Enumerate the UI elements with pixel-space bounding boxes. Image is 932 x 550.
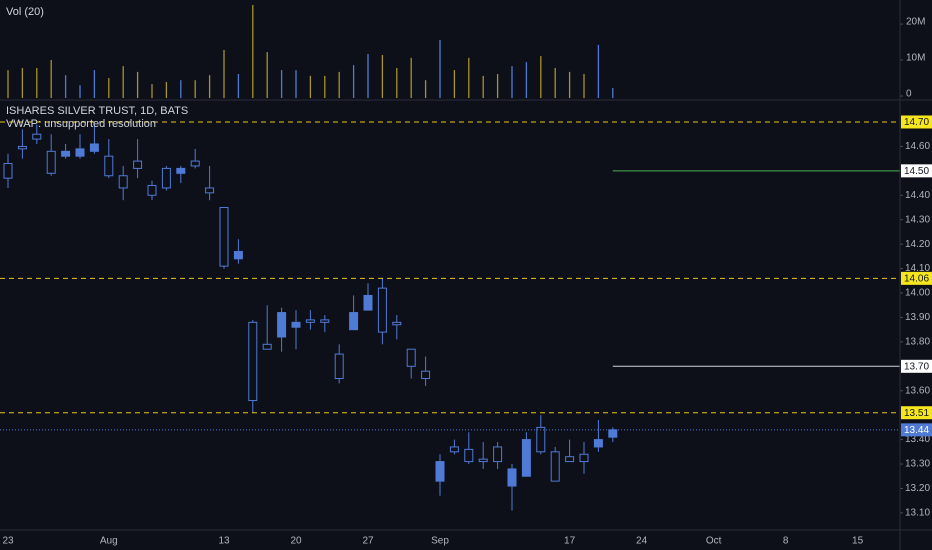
candle-body	[536, 426, 546, 453]
candle-body	[478, 458, 488, 463]
candle-body	[305, 319, 315, 323]
y-tick-label: 13.60	[905, 385, 930, 396]
candle-body	[3, 163, 13, 179]
candle-body	[593, 439, 603, 448]
candle-body	[507, 468, 517, 487]
candle-body	[464, 448, 474, 463]
level-label: 14.06	[904, 273, 929, 284]
level-label: 14.50	[904, 166, 929, 177]
candle-body	[248, 321, 258, 402]
x-tick-label: Aug	[100, 536, 118, 547]
candle-body	[565, 456, 575, 463]
x-tick-label: 17	[564, 536, 576, 547]
plot: 13.10 13.20 13.30 13.40 13.60 13.80 13.90 14.00…	[0, 5, 932, 547]
candle-body	[133, 160, 143, 169]
x-tick-label: 15	[852, 536, 864, 547]
candle-body	[320, 319, 330, 323]
candle-body	[550, 451, 560, 482]
x-tick-label: 23	[2, 536, 14, 547]
y-tick-label: 14.00	[905, 288, 930, 299]
candle-body	[291, 321, 301, 328]
level-label: 14.70	[904, 117, 929, 128]
y-tick-label: 13.90	[905, 312, 930, 323]
candle-body	[493, 446, 503, 463]
x-tick-label: 13	[218, 536, 230, 547]
candle-body	[61, 150, 71, 157]
candle-body	[449, 446, 459, 453]
y-tick-label: 13.80	[905, 337, 930, 348]
candle-body	[435, 461, 445, 482]
level-badge	[901, 164, 932, 178]
candle-body	[118, 175, 128, 189]
y-tick-label: 14.20	[905, 239, 930, 250]
candle-body	[521, 439, 531, 477]
candle-body	[233, 250, 243, 260]
candle-body	[17, 145, 27, 150]
y-tick-label: 13.10	[905, 508, 930, 519]
candle-body	[579, 453, 589, 463]
candle-body	[262, 343, 272, 350]
level-label: 13.44	[904, 425, 929, 436]
candle-body	[190, 160, 200, 167]
candle-body	[392, 321, 402, 326]
level-label: 13.70	[904, 361, 929, 372]
candle-body	[277, 312, 287, 338]
candle-body	[176, 167, 186, 174]
y-tick-label: 14.10	[905, 263, 930, 274]
y-tick-label: 13.20	[905, 483, 930, 494]
candle-body	[363, 294, 373, 311]
volume-tick-label: 20M	[906, 17, 925, 28]
level-badge	[901, 406, 932, 420]
candle-body	[147, 185, 157, 196]
candle-body	[161, 167, 171, 189]
candle-body	[406, 348, 416, 367]
level-badge	[901, 115, 932, 129]
x-tick-label: 24	[636, 536, 648, 547]
candle-body	[32, 133, 42, 140]
candle-body	[421, 370, 431, 380]
candle-body	[46, 150, 56, 174]
candle-body	[349, 312, 359, 331]
candle-body	[334, 353, 344, 380]
candle-body	[104, 155, 114, 177]
level-label: 13.51	[904, 408, 929, 419]
x-tick-label: 20	[290, 536, 302, 547]
chart-title: ISHARES SILVER TRUST, 1D, BATS	[6, 105, 188, 117]
volume-tick-label: 0	[906, 89, 912, 100]
y-tick-label: 14.60	[905, 141, 930, 152]
candle-body	[377, 287, 387, 333]
level-badge	[901, 271, 932, 285]
y-tick-label: 14.30	[905, 214, 930, 225]
y-tick-label: 14.40	[905, 190, 930, 201]
candle-body	[608, 429, 618, 438]
candle-body	[75, 148, 85, 157]
x-tick-label: 27	[362, 536, 374, 547]
level-badge	[901, 359, 932, 373]
x-tick-label: Sep	[431, 536, 449, 547]
candle-body	[89, 143, 99, 152]
x-tick-label: 8	[783, 536, 789, 547]
level-badge	[901, 423, 932, 437]
y-tick-label: 13.40	[905, 434, 930, 445]
candle-body	[219, 207, 229, 267]
y-tick-label: 13.30	[905, 459, 930, 470]
candle-body	[205, 187, 215, 194]
volume-title: Vol (20)	[6, 6, 44, 18]
x-tick-label: Oct	[706, 536, 722, 547]
volume-tick-label: 10M	[906, 53, 925, 64]
chart-subtitle: VWAP: unsupported resolution	[6, 118, 156, 130]
